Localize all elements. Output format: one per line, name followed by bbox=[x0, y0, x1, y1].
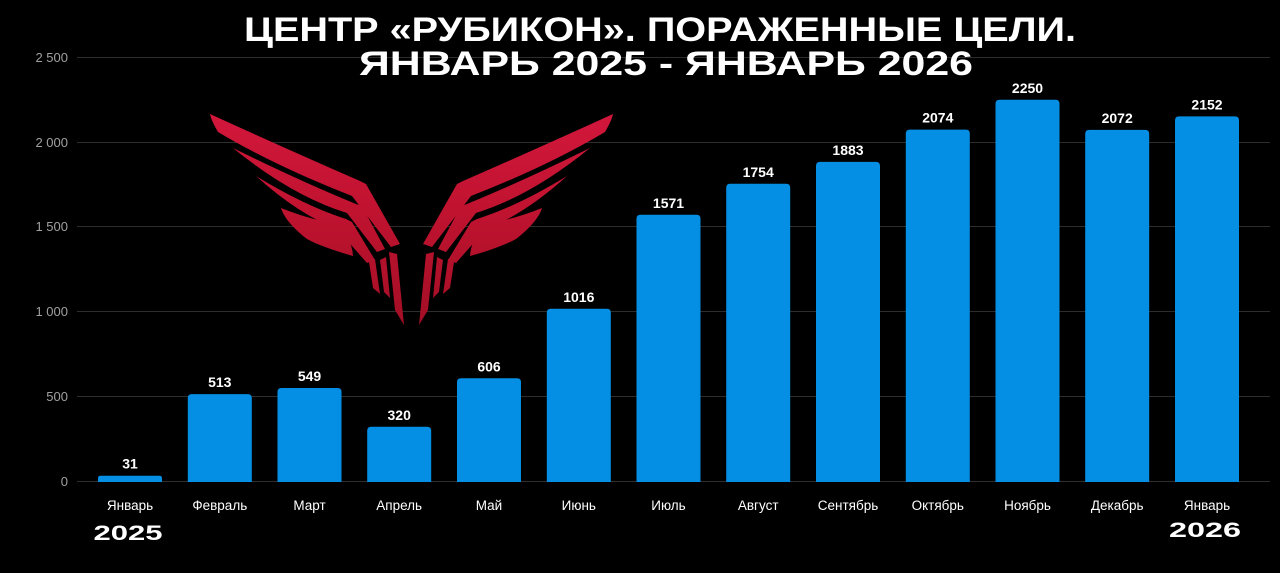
svg-text:Февраль: Февраль bbox=[192, 498, 247, 513]
svg-text:2 000: 2 000 bbox=[35, 135, 68, 150]
svg-text:2 500: 2 500 bbox=[35, 50, 68, 65]
svg-text:2074: 2074 bbox=[922, 110, 953, 126]
svg-text:320: 320 bbox=[388, 407, 412, 423]
svg-text:Август: Август bbox=[738, 498, 779, 513]
svg-text:Март: Март bbox=[293, 498, 325, 513]
svg-text:31: 31 bbox=[122, 456, 138, 472]
svg-text:Май: Май bbox=[476, 498, 502, 513]
svg-text:2152: 2152 bbox=[1191, 96, 1222, 112]
svg-text:Июль: Июль bbox=[651, 498, 685, 513]
svg-text:500: 500 bbox=[46, 389, 68, 404]
svg-text:1883: 1883 bbox=[832, 142, 863, 158]
svg-text:1016: 1016 bbox=[563, 289, 594, 305]
svg-text:Декабрь: Декабрь bbox=[1091, 498, 1144, 513]
svg-text:1 000: 1 000 bbox=[35, 304, 68, 319]
svg-text:Апрель: Апрель bbox=[376, 498, 422, 513]
svg-text:Сентябрь: Сентябрь bbox=[818, 498, 878, 513]
svg-text:513: 513 bbox=[208, 374, 232, 390]
svg-text:606: 606 bbox=[477, 358, 501, 374]
svg-text:2250: 2250 bbox=[1012, 80, 1043, 96]
svg-text:1754: 1754 bbox=[743, 164, 774, 180]
svg-text:2072: 2072 bbox=[1102, 110, 1133, 126]
svg-text:2026: 2026 bbox=[1169, 519, 1241, 542]
svg-text:2025: 2025 bbox=[94, 522, 163, 545]
svg-text:1571: 1571 bbox=[653, 195, 684, 211]
svg-text:549: 549 bbox=[298, 368, 322, 384]
svg-text:Октябрь: Октябрь bbox=[912, 498, 964, 513]
svg-text:ЯНВАРЬ 2025 - ЯНВАРЬ 2026: ЯНВАРЬ 2025 - ЯНВАРЬ 2026 bbox=[359, 45, 973, 83]
svg-text:Январь: Январь bbox=[1184, 498, 1230, 513]
svg-text:Июнь: Июнь bbox=[562, 498, 596, 513]
svg-text:0: 0 bbox=[61, 474, 68, 489]
svg-text:Январь: Январь bbox=[107, 498, 153, 513]
svg-text:ЦЕНТР «РУБИКОН». ПОРАЖЕННЫЕ ЦЕ: ЦЕНТР «РУБИКОН». ПОРАЖЕННЫЕ ЦЕЛИ. bbox=[244, 11, 1076, 49]
svg-text:1 500: 1 500 bbox=[35, 219, 68, 234]
svg-text:Ноябрь: Ноябрь bbox=[1004, 498, 1051, 513]
